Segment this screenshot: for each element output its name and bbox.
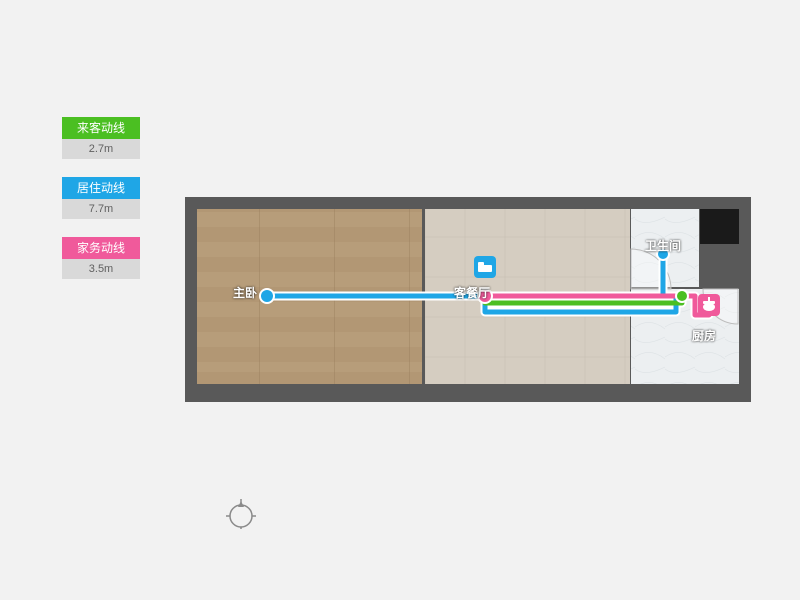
floor-plan: 主卧 客餐厅 卫生间 厨房 xyxy=(185,197,751,407)
legend-guest-label: 来客动线 xyxy=(62,117,140,139)
legend-chores: 家务动线 3.5m xyxy=(62,237,140,279)
label-bath: 卫生间 xyxy=(645,237,681,254)
legend-guest-value: 2.7m xyxy=(62,139,140,159)
legend: 来客动线 2.7m 居住动线 7.7m 家务动线 3.5m xyxy=(62,117,140,297)
label-living: 客餐厅 xyxy=(454,284,490,301)
compass-icon xyxy=(226,499,256,529)
legend-guest: 来客动线 2.7m xyxy=(62,117,140,159)
label-bedroom: 主卧 xyxy=(233,284,257,301)
legend-living-value: 7.7m xyxy=(62,199,140,219)
legend-living-label: 居住动线 xyxy=(62,177,140,199)
legend-chores-label: 家务动线 xyxy=(62,237,140,259)
label-kitchen: 厨房 xyxy=(692,327,716,344)
legend-chores-value: 3.5m xyxy=(62,259,140,279)
legend-living: 居住动线 7.7m xyxy=(62,177,140,219)
